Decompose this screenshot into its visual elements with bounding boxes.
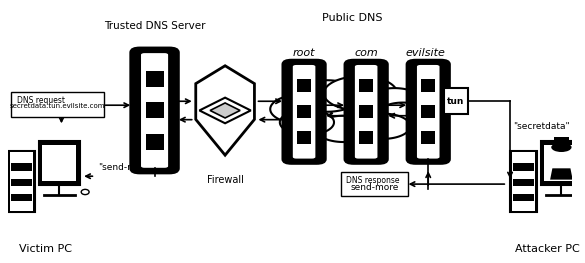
Bar [285,103,292,120]
Bar [11,179,32,186]
Bar [359,131,373,144]
Bar [146,103,164,118]
Bar [146,71,164,87]
Ellipse shape [81,189,89,195]
Polygon shape [280,110,334,135]
FancyBboxPatch shape [355,65,377,159]
Polygon shape [377,103,428,126]
Bar [359,105,373,118]
Bar [297,79,311,92]
Text: Public DNS: Public DNS [322,13,383,23]
Bar [146,134,164,150]
Polygon shape [315,116,372,142]
Polygon shape [324,76,397,110]
Polygon shape [356,114,410,139]
Bar [359,79,373,92]
Text: tun: tun [447,97,464,106]
Text: "secretdata": "secretdata" [513,122,569,131]
Polygon shape [270,95,332,124]
Bar [421,131,435,144]
Text: DNS response: DNS response [346,176,400,185]
FancyBboxPatch shape [42,145,76,181]
FancyBboxPatch shape [341,172,408,196]
Bar [169,100,176,121]
Polygon shape [293,80,360,112]
FancyBboxPatch shape [39,141,80,185]
Bar [297,105,311,118]
FancyBboxPatch shape [10,152,33,211]
Polygon shape [366,88,422,114]
Bar [133,100,140,121]
Bar [409,103,416,120]
FancyBboxPatch shape [512,152,535,211]
Bar [316,103,324,120]
Polygon shape [210,103,240,118]
Text: root: root [293,48,315,58]
Circle shape [551,143,572,152]
FancyBboxPatch shape [132,49,178,172]
FancyBboxPatch shape [444,88,468,114]
FancyBboxPatch shape [293,65,315,159]
Polygon shape [550,168,573,180]
Bar [514,179,534,186]
Bar [11,163,32,171]
Bar [514,194,534,201]
Text: DNS request: DNS request [17,96,65,105]
FancyBboxPatch shape [141,53,168,168]
Text: Firewall: Firewall [207,175,243,185]
Text: send-more: send-more [350,183,399,192]
Bar [378,103,386,120]
FancyBboxPatch shape [283,60,325,163]
FancyBboxPatch shape [8,151,35,212]
Text: Attacker PC: Attacker PC [515,244,580,254]
Bar [514,163,534,171]
Bar [421,79,435,92]
Bar [441,103,448,120]
Bar [421,105,435,118]
Bar [347,103,354,120]
FancyBboxPatch shape [417,65,439,159]
FancyBboxPatch shape [345,60,387,163]
Bar [11,194,32,201]
Polygon shape [199,98,251,123]
Text: evilsite: evilsite [405,48,445,58]
Text: Victim PC: Victim PC [19,244,72,254]
Bar [554,137,569,143]
FancyBboxPatch shape [510,151,537,212]
FancyBboxPatch shape [545,145,579,181]
FancyBboxPatch shape [407,60,449,163]
FancyBboxPatch shape [11,92,104,117]
Polygon shape [196,66,254,155]
Text: "send-more": "send-more" [98,163,154,172]
FancyBboxPatch shape [541,141,581,185]
Ellipse shape [583,189,585,195]
Text: com: com [355,48,378,58]
Text: secretdata.tun.evilsite.com: secretdata.tun.evilsite.com [10,103,105,109]
Text: Trusted DNS Server: Trusted DNS Server [104,21,205,31]
Bar [297,131,311,144]
